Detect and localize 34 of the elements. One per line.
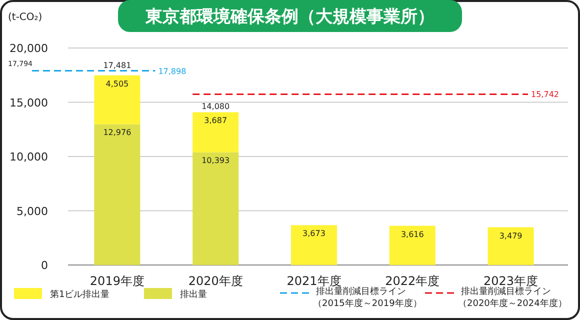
data-label: 3,479 <box>499 231 522 240</box>
bar <box>192 152 239 265</box>
bar <box>488 227 534 265</box>
bar <box>291 225 337 265</box>
data-label: 3,616 <box>400 230 424 239</box>
x-tick-label: 2021年度 <box>286 274 342 288</box>
y-tick-label: 15,000 <box>10 96 48 110</box>
annotation: 17,898 <box>158 66 186 76</box>
y-tick-label: 0 <box>41 259 48 272</box>
data-label: 12,976 <box>103 128 132 138</box>
x-tick-label: 2020年度 <box>188 274 243 288</box>
x-tick-label: 2023年度 <box>484 274 538 288</box>
total-label: 14,080 <box>202 102 230 112</box>
bar <box>389 226 436 265</box>
data-label: 4,505 <box>106 79 129 88</box>
data-label: 3,687 <box>204 116 228 126</box>
y-tick-label: 20,000 <box>10 42 48 55</box>
bar <box>94 124 140 265</box>
legend-label: 排出量 <box>180 289 207 300</box>
chart-title: 東京都環境確保条例（大規模事業所） <box>144 7 434 27</box>
x-tick-label: 2022年度 <box>385 274 440 288</box>
legend-label: 排出量削減目標ライン（2015年度～2019年度） <box>313 286 422 309</box>
legend-label: 排出量削減目標ライン（2020年度～2024年度） <box>458 286 567 309</box>
x-tick-label: 2019年度 <box>90 274 144 288</box>
total-label: 17,481 <box>103 60 132 70</box>
data-label: 3,673 <box>302 229 326 238</box>
y-axis-title: (t-CO₂) <box>8 12 42 23</box>
legend-label: 第1ビル排出量 <box>50 289 110 300</box>
annotation: 15,742 <box>531 90 559 100</box>
bar <box>192 112 239 152</box>
bar <box>94 75 140 124</box>
data-label: 10,393 <box>202 156 230 166</box>
y-tick-label: 5,000 <box>16 204 48 218</box>
y-tick-label: 10,000 <box>10 150 48 164</box>
